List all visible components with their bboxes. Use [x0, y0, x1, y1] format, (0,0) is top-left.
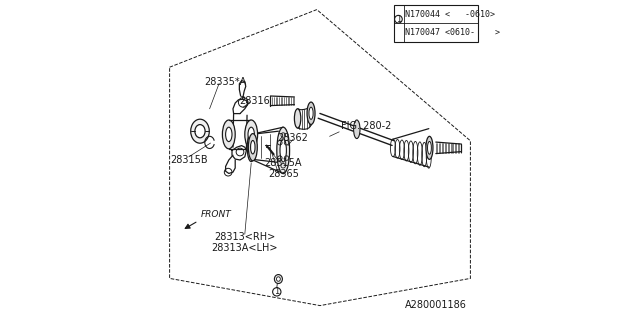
Text: 28362: 28362: [277, 132, 308, 143]
Ellipse shape: [309, 107, 313, 119]
Ellipse shape: [248, 134, 257, 161]
Ellipse shape: [244, 120, 258, 149]
Text: 28313A<LH>: 28313A<LH>: [212, 243, 278, 253]
Text: FRONT: FRONT: [201, 210, 232, 219]
Text: 28315B: 28315B: [170, 155, 207, 165]
Bar: [394, 5, 479, 42]
Text: A280001186: A280001186: [405, 300, 467, 310]
Text: N170044 <   -0610>: N170044 < -0610>: [405, 10, 495, 19]
Text: N170047 <0610-    >: N170047 <0610- >: [405, 28, 500, 37]
Ellipse shape: [191, 119, 209, 143]
Ellipse shape: [248, 127, 255, 141]
Ellipse shape: [294, 109, 301, 128]
Ellipse shape: [276, 127, 289, 173]
Text: 28316: 28316: [239, 96, 270, 106]
Ellipse shape: [307, 102, 315, 124]
Text: 1: 1: [274, 287, 280, 296]
Ellipse shape: [226, 127, 232, 141]
Text: 28315A: 28315A: [264, 158, 302, 168]
Ellipse shape: [250, 141, 253, 154]
Ellipse shape: [250, 140, 255, 154]
Ellipse shape: [247, 133, 255, 162]
Text: FIG. 280-2: FIG. 280-2: [340, 121, 391, 131]
Ellipse shape: [354, 120, 360, 139]
Ellipse shape: [223, 120, 236, 149]
Ellipse shape: [276, 277, 280, 281]
Text: 1: 1: [396, 15, 401, 24]
Ellipse shape: [280, 139, 287, 162]
Text: 28313<RH>: 28313<RH>: [214, 232, 275, 242]
Text: 28365: 28365: [268, 169, 299, 180]
Ellipse shape: [195, 124, 205, 138]
Ellipse shape: [428, 141, 431, 154]
Text: 28335*A: 28335*A: [204, 76, 247, 87]
Ellipse shape: [426, 136, 433, 159]
Ellipse shape: [275, 275, 282, 284]
